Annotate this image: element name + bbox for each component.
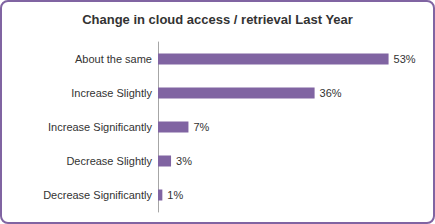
svg-text:Change in cloud access / retri: Change in cloud access / retrieval Last … <box>82 12 353 27</box>
svg-text:Decrease Significantly: Decrease Significantly <box>43 189 152 201</box>
svg-text:Increase Significantly: Increase Significantly <box>48 121 152 133</box>
svg-text:1%: 1% <box>167 189 183 201</box>
svg-text:3%: 3% <box>176 155 192 167</box>
svg-text:Increase Slightly: Increase Slightly <box>71 87 152 99</box>
svg-text:About the same: About the same <box>75 53 152 65</box>
svg-text:7%: 7% <box>193 121 209 133</box>
svg-text:53%: 53% <box>394 53 416 65</box>
svg-text:Decrease Slightly: Decrease Slightly <box>66 155 152 167</box>
svg-text:36%: 36% <box>320 87 342 99</box>
